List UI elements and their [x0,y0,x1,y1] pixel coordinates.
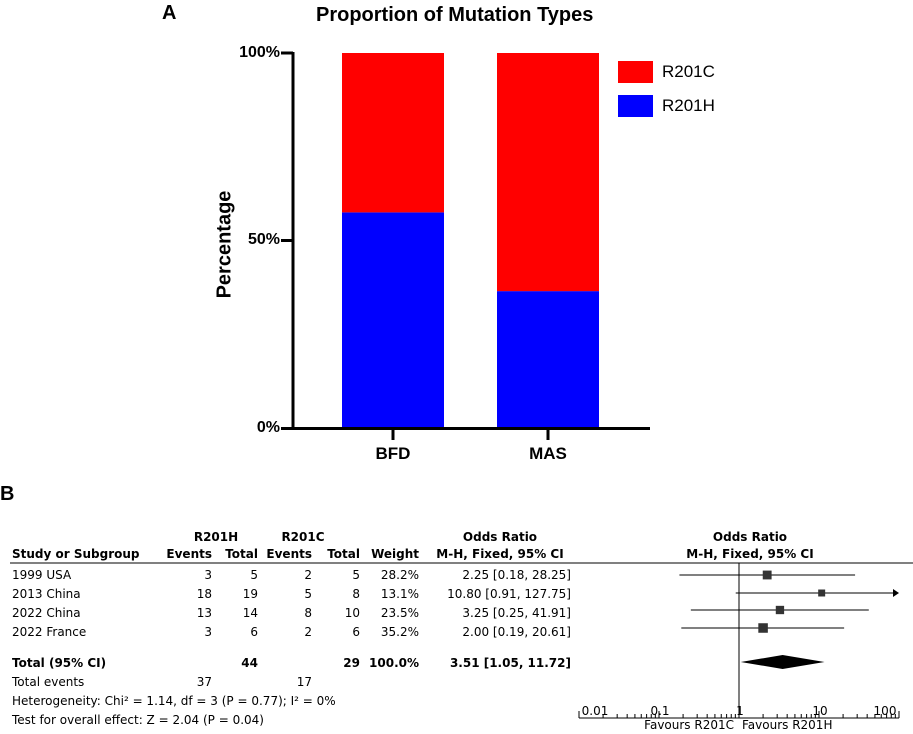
legend-swatch-r201h [618,95,653,117]
total-events-e1: 37 [196,675,212,689]
y-tick-label-50: 50% [247,231,280,248]
pooled-diamond [740,655,825,669]
bar-bfd-r201h [342,212,444,428]
study-e1: 3 [204,625,212,639]
point-estimate-0 [762,570,772,580]
study-weight: 35.2% [380,625,419,639]
panel-a-label: A [162,2,177,24]
bar-bfd-r201c [342,53,444,213]
study-ci_text: 2.25 [0.18, 28.25] [462,568,571,582]
total-events-label: Total events [12,675,85,689]
header-study: Study or Subgroup [12,547,140,561]
study-t1: 14 [242,606,258,620]
study-weight: 23.5% [380,606,419,620]
study-t2: 10 [344,606,360,620]
favours-left: Favours R201C [644,718,734,732]
bar-mas-r201h [497,291,599,428]
study-t1: 5 [250,568,258,582]
study-name: 2013 China [12,587,81,601]
header-group-r201h: R201H [193,530,239,544]
study-e2: 5 [304,587,312,601]
header-total-1: Total [225,547,258,561]
study-ci_text: 10.80 [0.91, 127.75] [447,587,571,601]
favours-right: Favours R201H [742,718,833,732]
point-estimate-2 [775,605,785,615]
study-t2: 8 [352,587,360,601]
y-tick-label-100: 100% [239,44,280,61]
plot-subtitle: M-H, Fixed, 95% CI [686,547,814,561]
study-e2: 8 [304,606,312,620]
x-category-mas: MAS [529,444,567,463]
study-name: 1999 USA [12,568,72,582]
study-e2: 2 [304,625,312,639]
header-group-r201c: R201C [281,530,325,544]
plot-title: Odds Ratio [712,530,788,544]
total-ci: 3.51 [1.05, 11.72] [449,656,571,670]
study-t1: 19 [242,587,258,601]
header-events-2: Events [266,547,312,561]
total-weight: 100.0% [369,656,419,670]
study-t2: 6 [352,625,360,639]
study-ci_text: 3.25 [0.25, 41.91] [462,606,571,620]
header-events-1: Events [166,547,212,561]
overall-effect-text: Test for overall effect: Z = 2.04 (P = 0… [12,713,264,727]
study-t2: 5 [352,568,360,582]
legend-label-r201h: R201H [662,96,715,115]
study-name: 2022 China [12,606,81,620]
study-e1: 13 [196,606,212,620]
panel-b-label: B [0,483,15,505]
study-name: 2022 France [12,625,87,639]
bar-mas-r201c [497,53,599,292]
legend-swatch-r201c [618,61,653,83]
total-t1: 44 [241,656,258,670]
total-label: Total (95% CI) [12,656,107,670]
forest-plot-svg [10,562,913,719]
header-weight: Weight [371,547,419,561]
bar-chart-svg [281,51,650,440]
header-or-title: Odds Ratio [462,530,538,544]
total-t2: 29 [343,656,360,670]
axis-label-0.01: 0.01 [581,704,609,718]
study-ci_text: 2.00 [0.19, 20.61] [462,625,571,639]
study-t1: 6 [250,625,258,639]
x-category-bfd: BFD [375,444,411,463]
study-e2: 2 [304,568,312,582]
heterogeneity-text: Heterogeneity: Chi² = 1.14, df = 3 (P = … [12,694,336,708]
study-weight: 28.2% [380,568,419,582]
legend-label-r201c: R201C [662,62,715,81]
study-e1: 3 [204,568,212,582]
axis-label-1: 1 [736,704,744,718]
total-events-e2: 17 [296,675,312,689]
point-estimate-3 [758,623,768,633]
ci-arrow-1 [893,589,899,597]
study-weight: 13.1% [380,587,419,601]
axis-label-10: 10 [812,704,828,718]
point-estimate-1 [818,589,826,597]
header-total-2: Total [327,547,360,561]
axis-label-100: 100 [873,704,897,718]
chart-title: Proportion of Mutation Types [316,4,594,26]
header-or-sub: M-H, Fixed, 95% CI [436,547,564,561]
study-e1: 18 [196,587,212,601]
axis-label-0.1: 0.1 [650,704,670,718]
y-tick-label-0: 0% [256,419,280,436]
